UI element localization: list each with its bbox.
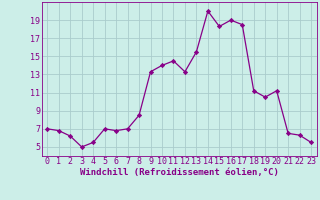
X-axis label: Windchill (Refroidissement éolien,°C): Windchill (Refroidissement éolien,°C) [80, 168, 279, 177]
